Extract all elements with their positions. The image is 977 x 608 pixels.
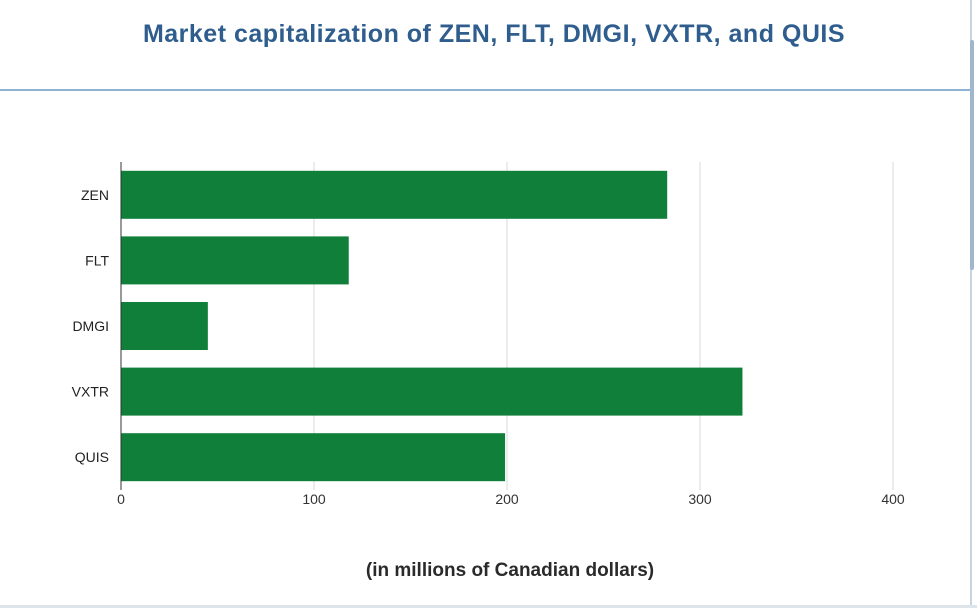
title-divider: [0, 89, 970, 91]
y-tick-label-dmgi: DMGI: [72, 318, 109, 334]
x-tick-label-400: 400: [881, 491, 905, 507]
bottom-border: [0, 605, 977, 608]
y-tick-label-zen: ZEN: [81, 187, 109, 203]
scrollbar-thumb[interactable]: [970, 40, 974, 270]
bar-vxtr: [121, 367, 743, 416]
x-tick-label-200: 200: [495, 491, 519, 507]
x-tick-label-300: 300: [688, 491, 712, 507]
x-axis-label: (in millions of Canadian dollars): [365, 560, 655, 581]
chart-title: Market capitalization of ZEN, FLT, DMGI,…: [142, 20, 846, 48]
bar-dmgi: [121, 302, 208, 350]
y-tick-label-quis: QUIS: [75, 449, 109, 465]
bar-zen: [121, 170, 668, 219]
y-tick-label-vxtr: VXTR: [72, 384, 109, 400]
bar-chart: ZEN FLT DMGI VXTR QUIS 0 100 200 300 400: [72, 162, 905, 507]
scrollbar-track[interactable]: [970, 0, 972, 608]
bar-quis: [121, 433, 506, 482]
y-tick-label-flt: FLT: [85, 252, 109, 268]
x-tick-label-100: 100: [302, 491, 326, 507]
x-tick-label-0: 0: [117, 491, 125, 507]
bar-flt: [121, 236, 349, 285]
